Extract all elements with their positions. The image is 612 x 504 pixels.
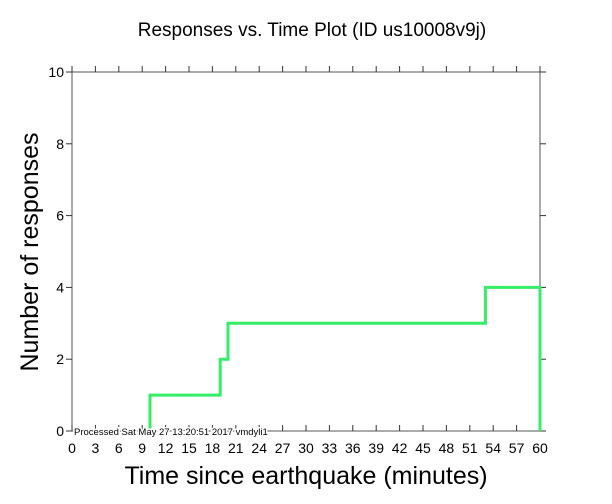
- x-tick-label: 30: [298, 440, 314, 456]
- x-tick-label: 15: [181, 440, 197, 456]
- x-tick-label: 18: [205, 440, 221, 456]
- y-tick-label: 2: [56, 351, 64, 367]
- x-tick-label: 6: [115, 440, 123, 456]
- y-axis-label: Number of responses: [16, 132, 44, 371]
- x-tick-label: 57: [509, 440, 525, 456]
- y-tick-label: 0: [56, 423, 64, 439]
- plot-frame: [71, 71, 541, 432]
- series-line-responses: [148, 285, 542, 431]
- y-tick-label: 10: [48, 64, 64, 80]
- series-group: [148, 285, 542, 431]
- y-tick-label: 4: [56, 279, 64, 295]
- x-tick-label: 48: [439, 440, 455, 456]
- annotation-processed: Processed Sat May 27 13:20:51 2017 vmdyl…: [74, 427, 268, 438]
- x-tick-label: 54: [485, 440, 501, 456]
- chart-title: Responses vs. Time Plot (ID us10008v9j): [138, 20, 487, 41]
- axes: 0 3 6 9 12 15 18 21 24 27 30 33 36 39 42 45 48 51 54 57 6002…: [48, 64, 548, 456]
- x-tick-label: 39: [368, 440, 384, 456]
- x-tick-label: 3: [92, 440, 100, 456]
- x-tick-label: 42: [392, 440, 408, 456]
- x-tick-label: 33: [322, 440, 338, 456]
- x-tick-label: 60: [532, 440, 548, 456]
- x-tick-label: 21: [228, 440, 244, 456]
- x-tick-label: 45: [415, 440, 431, 456]
- x-tick-label: 36: [345, 440, 361, 456]
- x-tick-label: 9: [138, 440, 146, 456]
- x-axis-label: Time since earthquake (minutes): [124, 462, 487, 490]
- x-tick-label: 27: [275, 440, 291, 456]
- x-tick-label: 24: [251, 440, 267, 456]
- x-tick-label: 12: [158, 440, 174, 456]
- y-tick-label: 6: [56, 208, 64, 224]
- x-tick-label: 51: [462, 440, 478, 456]
- y-tick-label: 8: [56, 136, 64, 152]
- x-tick-label: 0: [68, 440, 76, 456]
